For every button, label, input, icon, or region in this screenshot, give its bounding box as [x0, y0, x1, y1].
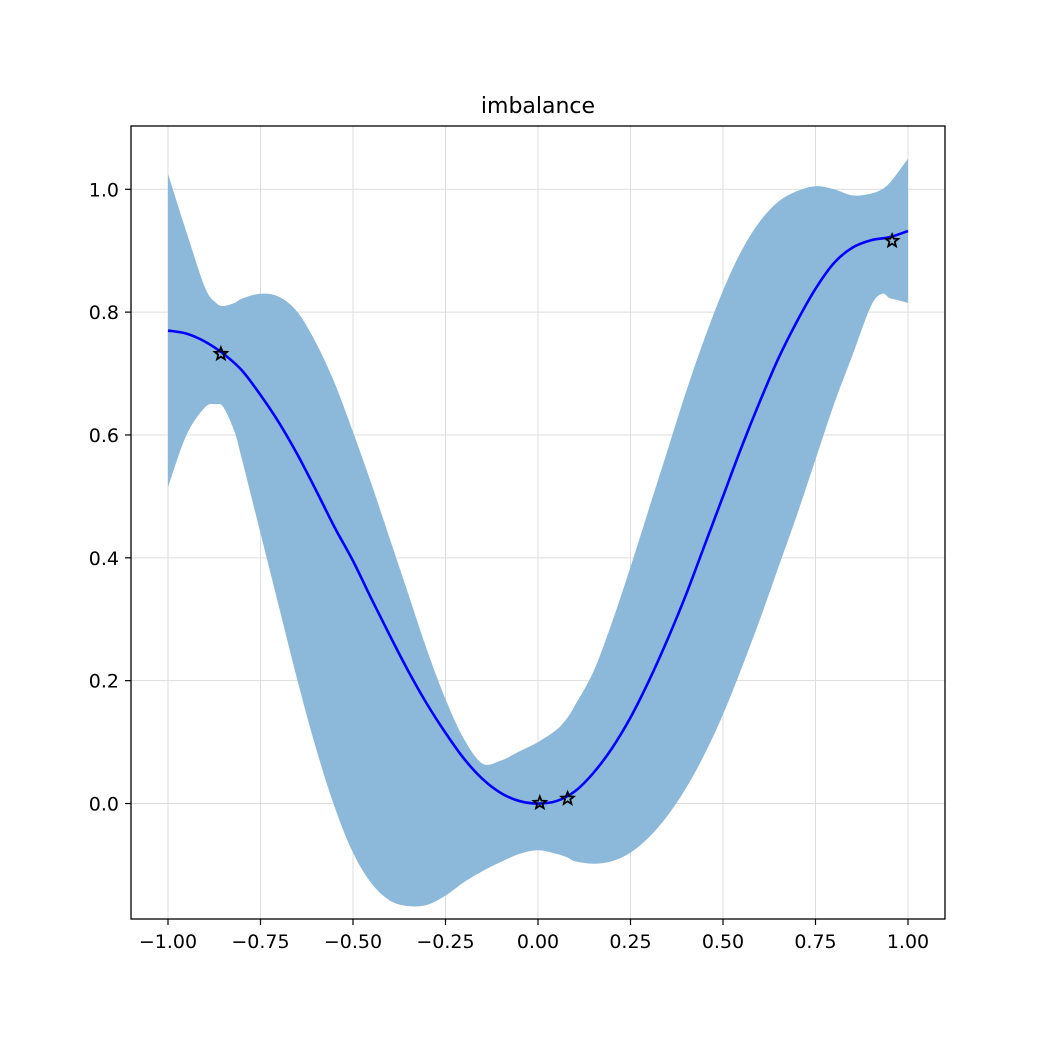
y-tick-label: 0.4 [89, 548, 119, 570]
y-tick-label: 0.2 [89, 671, 119, 693]
observation-markers [212, 231, 901, 811]
x-tick-label: 1.00 [887, 931, 929, 953]
y-tick-label: 0.0 [89, 794, 119, 816]
x-tick-label: 0.50 [702, 931, 744, 953]
chart-title: imbalance [481, 94, 595, 119]
y-axis: 0.0 0.2 0.4 0.6 0.8 1.0 [89, 179, 131, 816]
observation-point [883, 231, 901, 249]
confidence-band [168, 158, 908, 907]
x-tick-label: −0.50 [324, 931, 382, 953]
x-tick-label: 0.75 [794, 931, 836, 953]
y-tick-label: 0.6 [89, 425, 119, 447]
confidence-band-layer [168, 158, 908, 907]
observation-point [212, 344, 230, 362]
x-tick-label: −1.00 [139, 931, 197, 953]
observation-point [531, 793, 549, 811]
x-tick-label: −0.75 [231, 931, 289, 953]
observation-point [559, 789, 577, 806]
x-tick-label: 0.25 [609, 931, 651, 953]
x-axis: −1.00 −0.75 −0.50 −0.25 0.00 0.25 0.50 0.75 1.00 [139, 919, 929, 953]
x-tick-label: −0.25 [416, 931, 474, 953]
y-tick-label: 0.8 [89, 302, 119, 324]
y-tick-label: 1.0 [89, 179, 119, 201]
x-tick-label: 0.00 [517, 931, 559, 953]
